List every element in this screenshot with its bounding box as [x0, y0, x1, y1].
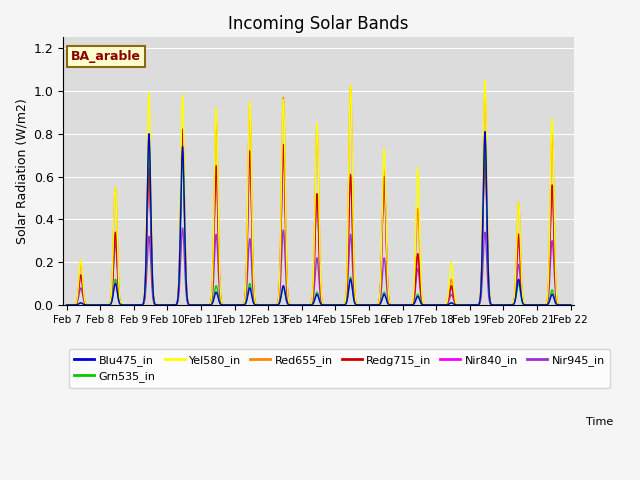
Legend: Blu475_in, Grn535_in, Yel580_in, Red655_in, Redg715_in, Nir840_in, Nir945_in: Blu475_in, Grn535_in, Yel580_in, Red655_… [69, 349, 611, 388]
Title: Incoming Solar Bands: Incoming Solar Bands [228, 15, 409, 33]
Y-axis label: Solar Radiation (W/m2): Solar Radiation (W/m2) [15, 98, 28, 244]
Text: BA_arable: BA_arable [71, 50, 141, 63]
Text: Time: Time [586, 417, 613, 427]
